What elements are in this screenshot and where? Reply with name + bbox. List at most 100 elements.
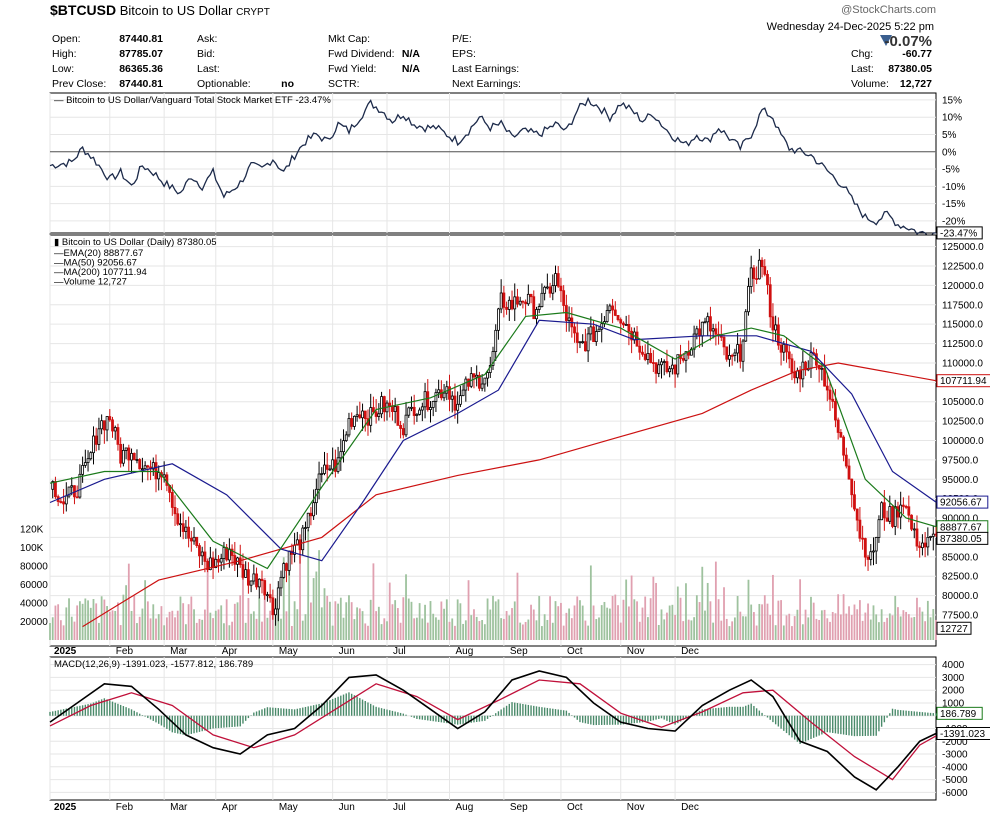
candle-body — [393, 406, 397, 412]
volume-bar — [668, 605, 671, 640]
ticker-symbol[interactable]: $BTCUSD — [50, 2, 117, 18]
volume-bar — [500, 618, 503, 640]
volume-bar — [820, 610, 823, 640]
volume-last-tag: 12727 — [940, 624, 968, 635]
candle-body — [121, 450, 125, 464]
volume-bar — [106, 606, 108, 640]
volume-bar — [570, 618, 573, 640]
volume-bar — [152, 604, 155, 640]
volume-bar — [225, 599, 228, 640]
volume-bar — [405, 574, 407, 640]
volume-bar — [516, 572, 519, 640]
candle-body — [592, 326, 595, 343]
candle-body — [113, 427, 117, 432]
candle-body — [929, 536, 932, 538]
candle-body — [880, 502, 884, 521]
x-tick-label: Jun — [339, 802, 355, 813]
volume-bar — [285, 611, 288, 640]
volume-bar — [758, 603, 761, 640]
price-tag-box — [936, 374, 990, 388]
volume-bar — [261, 621, 263, 640]
volume-bar — [356, 607, 359, 640]
y-tick-label: -20% — [942, 216, 965, 227]
candle-body — [97, 428, 101, 445]
quote-value: 87380.05 — [888, 63, 932, 75]
volume-bar — [209, 612, 212, 640]
volume-tick-label: 20000 — [20, 617, 48, 628]
candle-body — [309, 512, 313, 517]
candle-body — [363, 410, 367, 420]
x-tick-label: May — [279, 802, 298, 813]
ma200-line — [82, 362, 937, 628]
candle-body — [434, 392, 438, 402]
volume-bar — [165, 617, 168, 640]
x-tick-label: Jun — [339, 646, 355, 657]
candle-body — [295, 539, 299, 546]
candle-body — [227, 548, 231, 561]
volume-bar — [212, 618, 214, 640]
volume-bar — [848, 606, 850, 640]
candle-body — [828, 389, 832, 400]
change-percent: -0.07% — [884, 33, 932, 50]
volume-bar — [399, 622, 402, 640]
candle-body — [132, 452, 136, 461]
volume-bar — [443, 608, 445, 640]
volume-bar — [369, 599, 372, 640]
volume-bar — [315, 571, 318, 640]
candle-body — [706, 316, 710, 323]
volume-bar — [625, 579, 628, 640]
candle-body — [575, 332, 579, 343]
candle-body — [266, 594, 269, 597]
candle-body — [418, 409, 422, 415]
candle-body — [429, 407, 432, 410]
volume-bar — [657, 625, 660, 640]
legend-item: —MA(50) 92056.67 — [54, 258, 137, 269]
volume-bar — [163, 625, 166, 640]
candle-body — [698, 328, 701, 337]
candle-body — [130, 452, 133, 461]
volume-bar — [549, 596, 551, 640]
macd-tag: 186.789 — [940, 709, 977, 720]
volume-bar — [796, 609, 799, 640]
quote-value: 87785.07 — [119, 48, 163, 60]
volume-bar — [119, 625, 122, 640]
volume-bar — [149, 618, 152, 640]
volume-bar — [68, 598, 70, 640]
candle-body — [478, 374, 481, 389]
candle-body — [649, 352, 653, 363]
candle-body — [839, 432, 843, 438]
y-tick-label: 5% — [942, 130, 957, 141]
volume-bar — [562, 625, 565, 640]
y-tick-label: 112500.0 — [942, 339, 983, 350]
volume-bar — [125, 585, 127, 640]
volume-bar — [766, 603, 769, 640]
candle-body — [521, 300, 525, 303]
candle-body — [458, 395, 462, 405]
volume-bar — [421, 618, 424, 640]
candle-body — [526, 293, 530, 305]
volume-bar — [481, 620, 484, 640]
volume-bar — [888, 613, 891, 640]
volume-bar — [761, 604, 763, 640]
volume-bar — [293, 601, 296, 640]
candle-body — [847, 465, 851, 480]
volume-tick-label: 80000 — [20, 562, 48, 573]
candle-body — [396, 406, 400, 426]
candle-body — [257, 578, 261, 588]
candle-body — [276, 587, 280, 610]
volume-bar — [228, 625, 231, 640]
volume-bar — [589, 565, 592, 640]
candle-body — [260, 578, 264, 581]
y-tick-label: 117500.0 — [942, 300, 983, 311]
candle-body — [339, 451, 343, 459]
volume-bar — [551, 622, 554, 640]
volume-bar — [861, 620, 864, 640]
candle-body — [437, 389, 441, 394]
ma50-line — [49, 319, 937, 562]
candle-body — [325, 464, 329, 470]
y-tick-label: -15% — [942, 199, 965, 210]
candle-body — [907, 506, 911, 516]
candle-body — [627, 324, 631, 332]
candle-body — [51, 481, 55, 490]
volume-bar — [742, 616, 744, 640]
